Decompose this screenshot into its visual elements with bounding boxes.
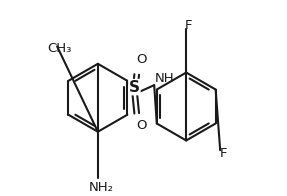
- Text: S: S: [129, 80, 140, 95]
- Text: O: O: [137, 119, 147, 132]
- Text: O: O: [137, 53, 147, 66]
- Text: F: F: [220, 147, 228, 160]
- Text: NH: NH: [155, 72, 174, 85]
- Text: NH₂: NH₂: [89, 181, 114, 194]
- Text: F: F: [185, 19, 192, 32]
- Text: CH₃: CH₃: [47, 42, 72, 55]
